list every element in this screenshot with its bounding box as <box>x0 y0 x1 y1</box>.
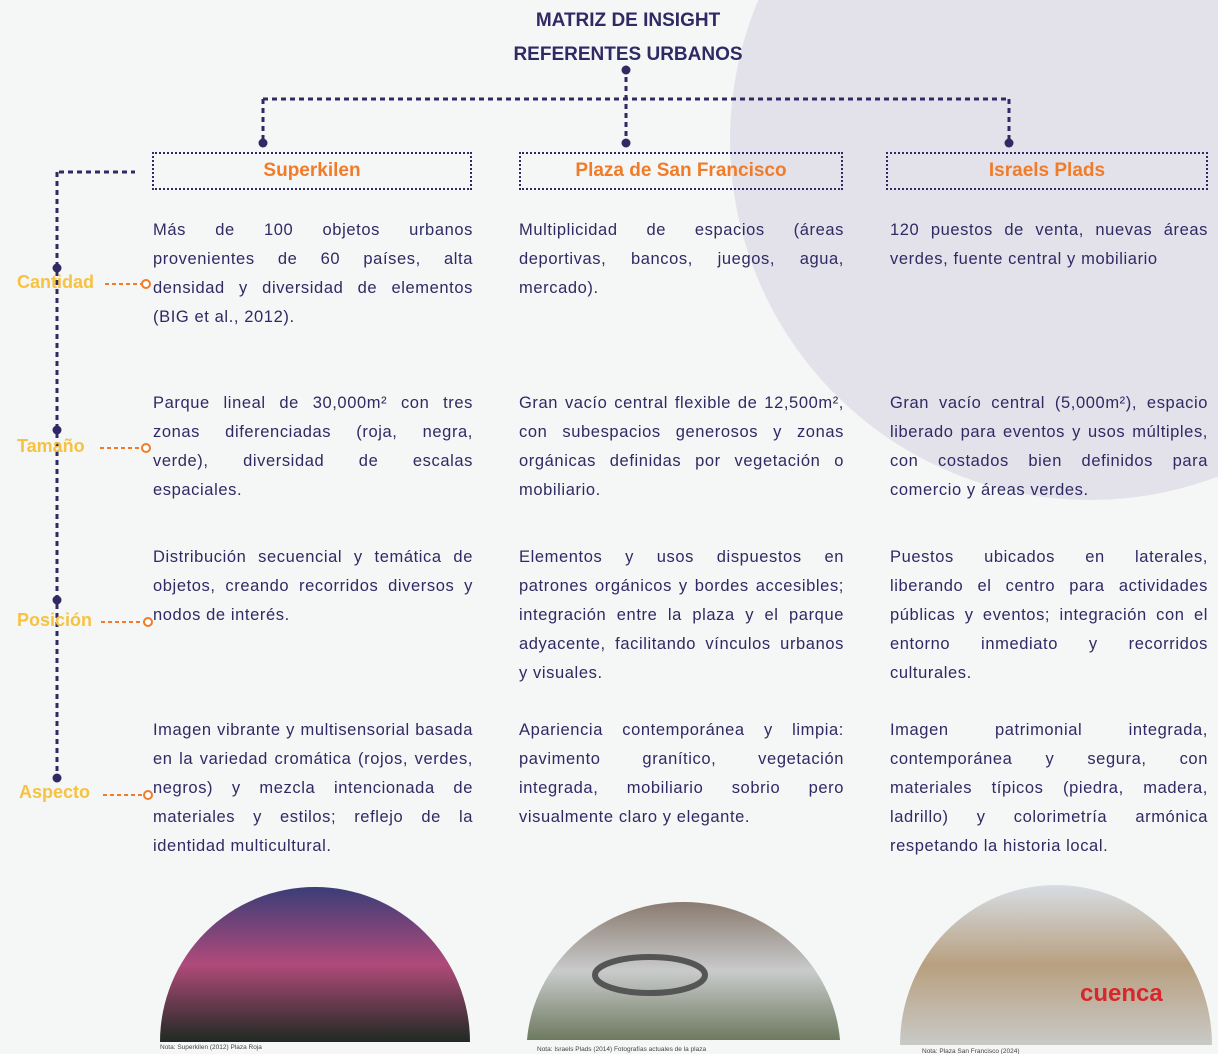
cell-text: Gran vacío central (5,000m²), espacio li… <box>890 394 1208 499</box>
cell-text: Parque lineal de 30,000m² con tres zonas… <box>153 394 473 499</box>
cell-text: Puestos ubicados en laterales, liberando… <box>890 548 1208 682</box>
cell-text: Apariencia contemporánea y limpia: pavim… <box>519 721 844 826</box>
row-label: Posición <box>17 610 93 630</box>
cell-text: Gran vacío central flexible de 12,500m²,… <box>519 394 844 499</box>
cell-text: Distribución secuencial y temática de ob… <box>153 548 473 624</box>
row-label: Tamaño <box>17 436 85 456</box>
title: REFERENTES URBANOS <box>513 44 743 65</box>
cell-text: Imagen vibrante y multisensorial basada … <box>153 721 473 855</box>
cell-text: Imagen patrimonial integrada, contemporá… <box>890 721 1208 855</box>
column-header: Plaza de San Francisco <box>519 152 843 190</box>
image-sign: cuenca <box>1080 980 1163 1007</box>
cell-text: 120 puestos de venta, nuevas áreas verde… <box>890 221 1208 268</box>
row-label: Aspecto <box>19 782 91 802</box>
cell-text: Multiplicidad de espacios (áreas deporti… <box>519 221 844 297</box>
cell-text: Elementos y usos dispuestos en patrones … <box>519 548 844 682</box>
row-label: Cantidad <box>17 272 95 292</box>
image-caption: Nota: Plaza San Francisco (2024) <box>922 1048 1020 1054</box>
column-header: Superkilen <box>152 152 472 190</box>
column-header: Israels Plads <box>886 152 1208 190</box>
image-caption: Nota: Israels Plads (2014) Fotografías a… <box>537 1046 707 1053</box>
title: MATRIZ DE INSIGHT <box>535 10 721 31</box>
image-caption: Nota: Superkilen (2012) Plaza Roja <box>160 1044 262 1051</box>
cell-text: Más de 100 objetos urbanos provenientes … <box>153 221 473 326</box>
